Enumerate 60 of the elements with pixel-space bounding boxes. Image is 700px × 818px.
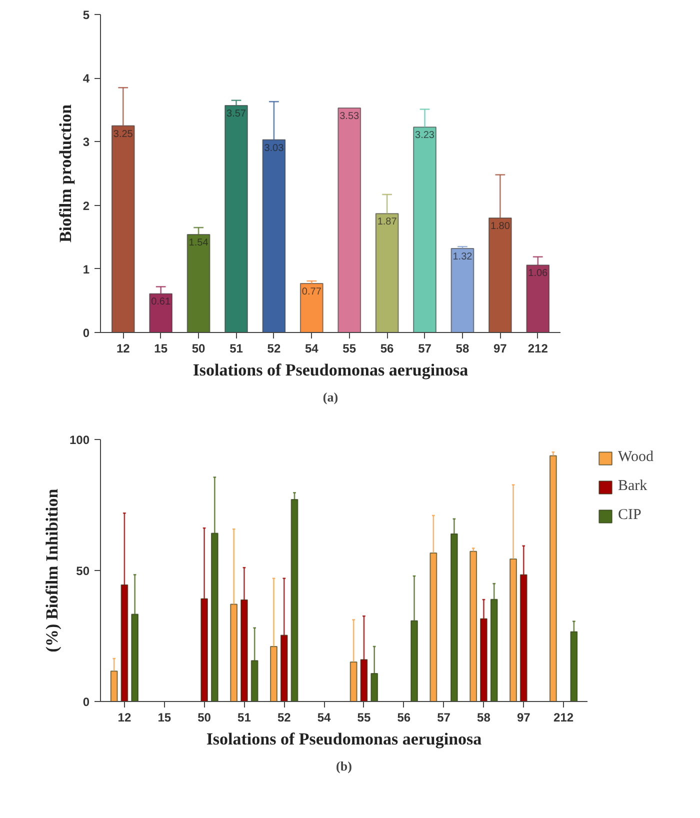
- y-axis-title: (%) Biofilm Inhibition: [42, 488, 62, 652]
- x-tick-label: 56: [380, 342, 394, 356]
- x-tick-label: 55: [357, 710, 371, 724]
- legend-label: Bark: [618, 478, 648, 495]
- y-tick-label: 3: [82, 135, 90, 150]
- x-tick-label: 50: [192, 342, 206, 356]
- y-tick-label: 50: [76, 564, 90, 578]
- x-tick-label: 55: [342, 342, 356, 356]
- data-label: 3.53: [340, 110, 360, 122]
- x-tick-label: 58: [477, 710, 491, 724]
- bar: [224, 104, 248, 332]
- legend-label: CIP: [618, 507, 642, 524]
- x-tick-label: 12: [118, 710, 132, 724]
- x-axis-title: Isolations of Pseudomonas aeruginosa: [206, 730, 482, 748]
- data-label: 0.77: [302, 286, 322, 298]
- y-axis-title: Biofilm production: [56, 104, 75, 243]
- x-tick-label: 97: [516, 710, 531, 724]
- data-label: 3.23: [415, 130, 435, 142]
- text: (b): [336, 758, 352, 774]
- bar: [450, 248, 474, 332]
- x-tick-label: 50: [198, 710, 212, 724]
- x-tick-label: 15: [158, 710, 172, 724]
- y-tick-label: 2: [82, 198, 90, 213]
- x-tick-label: 51: [238, 710, 252, 724]
- y-tick-label: 0: [82, 326, 90, 340]
- y-tick-label: 0: [82, 695, 90, 709]
- x-tick-label: 51: [230, 342, 244, 356]
- data-label: 3.03: [264, 142, 284, 154]
- x-tick-label: 56: [397, 710, 411, 724]
- x-tick-label: 52: [277, 710, 292, 724]
- x-tick-label: 212: [554, 710, 574, 724]
- x-tick-label: 57: [437, 710, 451, 724]
- y-tick-label: 4: [82, 72, 90, 86]
- x-tick-label: 54: [304, 342, 319, 356]
- y-tick-label: 100: [69, 433, 90, 447]
- x-tick-label: 52: [267, 342, 281, 356]
- x-tick-label: 54: [317, 710, 332, 724]
- text: (a): [322, 390, 338, 404]
- x-tick-label: 97: [494, 342, 508, 356]
- x-tick-label: 15: [154, 342, 168, 356]
- data-label: 1.80: [490, 221, 510, 232]
- data-label: 1.32: [452, 252, 473, 263]
- bar: [300, 283, 324, 332]
- data-label: 3.57: [226, 108, 246, 120]
- data-label: 1.54: [188, 238, 209, 249]
- legend-label: Wood: [618, 449, 654, 466]
- bar: [338, 107, 362, 332]
- x-tick-label: 57: [418, 342, 432, 356]
- y-tick-label: 5: [82, 8, 90, 22]
- x-axis-title: Isolations of Pseudomonas aeruginosa: [192, 360, 469, 380]
- x-tick-label: 212: [528, 342, 548, 356]
- data-label: 1.87: [377, 216, 398, 228]
- data-label: 0.61: [151, 296, 171, 308]
- x-tick-label: 12: [116, 342, 130, 356]
- data-label: 3.25: [113, 128, 134, 140]
- x-tick-label: 58: [456, 342, 470, 356]
- y-tick-label: 1: [82, 262, 90, 276]
- bar: [549, 455, 557, 702]
- bar: [470, 550, 478, 702]
- data-label: 1.06: [528, 268, 548, 280]
